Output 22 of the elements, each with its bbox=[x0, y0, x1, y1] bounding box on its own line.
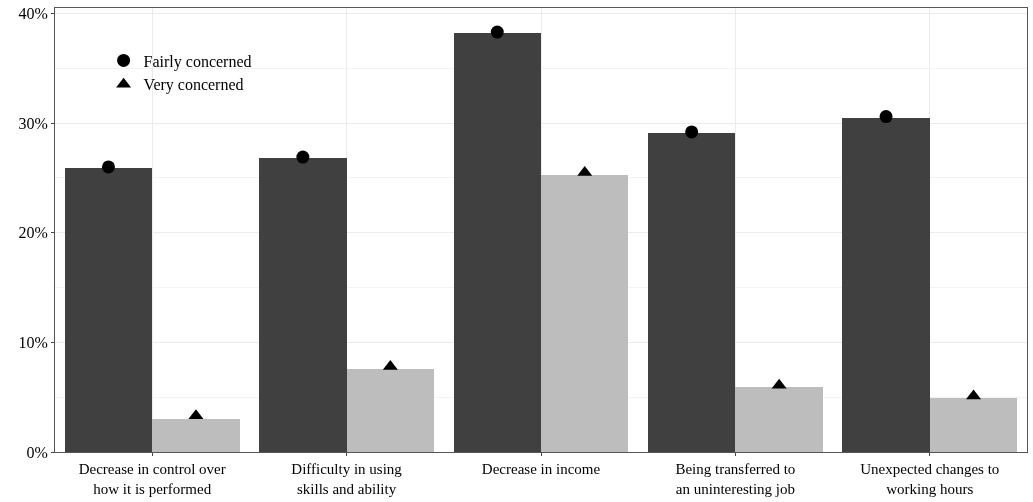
bar bbox=[259, 158, 347, 452]
bar bbox=[735, 387, 823, 452]
bar bbox=[842, 118, 930, 452]
y-tick-label: 20% bbox=[18, 224, 48, 242]
bar bbox=[454, 33, 541, 452]
x-tick-label: Unexpected changes to working hours bbox=[860, 461, 1000, 497]
y-tick-label: 40% bbox=[18, 5, 48, 23]
y-tick-label: 10% bbox=[18, 333, 48, 351]
bar bbox=[541, 175, 628, 452]
bar bbox=[648, 133, 735, 452]
x-tick-label: Decrease in control over how it is performed bbox=[78, 461, 226, 497]
y-tick-label: 30% bbox=[18, 114, 48, 132]
bar bbox=[930, 398, 1017, 452]
x-tick-label: Being transferred to an uninteresting job bbox=[675, 461, 796, 497]
y-tick-label: 0% bbox=[26, 443, 48, 461]
bar bbox=[347, 369, 434, 452]
legend-label: Fairly concerned bbox=[143, 52, 252, 71]
legend-label: Very concerned bbox=[143, 76, 244, 95]
bar bbox=[152, 419, 240, 452]
x-tick-label: Difficulty in using skills and ability bbox=[291, 461, 403, 497]
x-tick-label: Decrease in income bbox=[481, 461, 601, 477]
bar bbox=[65, 168, 152, 452]
